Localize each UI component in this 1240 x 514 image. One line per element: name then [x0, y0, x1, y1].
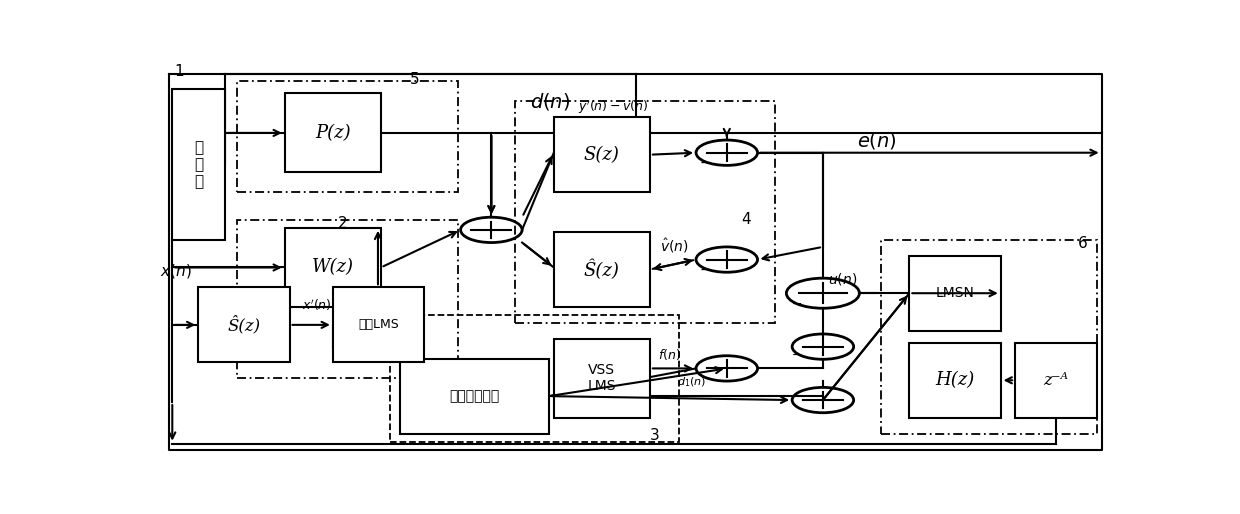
FancyBboxPatch shape	[554, 117, 650, 192]
Text: 5: 5	[409, 72, 419, 87]
Text: 4: 4	[742, 212, 751, 228]
Text: $u(n)$: $u(n)$	[828, 271, 857, 287]
Text: VSS
LMS: VSS LMS	[588, 363, 616, 393]
Text: $x(n)$: $x(n)$	[160, 263, 191, 281]
FancyBboxPatch shape	[909, 343, 1001, 418]
FancyBboxPatch shape	[1016, 343, 1096, 418]
Text: z⁻ᴬ: z⁻ᴬ	[1043, 372, 1069, 389]
Text: P(z): P(z)	[315, 124, 351, 142]
Text: $x'(n)$: $x'(n)$	[303, 298, 331, 313]
FancyBboxPatch shape	[198, 287, 290, 362]
Text: W(z): W(z)	[311, 259, 353, 277]
FancyBboxPatch shape	[285, 94, 381, 173]
FancyBboxPatch shape	[401, 359, 549, 434]
FancyBboxPatch shape	[172, 89, 226, 240]
FancyBboxPatch shape	[285, 228, 381, 307]
FancyBboxPatch shape	[554, 339, 650, 418]
Text: $\hat{v}(n)$: $\hat{v}(n)$	[660, 236, 688, 255]
Text: S(z): S(z)	[584, 145, 620, 163]
Text: $-$: $-$	[791, 297, 802, 309]
Text: $d(n)$: $d(n)$	[529, 91, 570, 112]
Text: 噪
声
源: 噪 声 源	[195, 140, 203, 190]
Text: 动量LMS: 动量LMS	[358, 318, 399, 332]
FancyBboxPatch shape	[554, 232, 650, 307]
Text: Ŝ(z): Ŝ(z)	[227, 316, 260, 334]
Text: H(z): H(z)	[935, 371, 975, 389]
Text: $-$: $-$	[698, 262, 711, 276]
Text: $d_1(n)$: $d_1(n)$	[677, 375, 706, 389]
Text: Ŝ(z): Ŝ(z)	[584, 259, 620, 280]
FancyBboxPatch shape	[909, 255, 1001, 331]
Text: 白噪声产生器: 白噪声产生器	[449, 389, 500, 403]
Text: $f(n)$: $f(n)$	[657, 347, 681, 362]
Text: 2: 2	[337, 216, 347, 231]
Text: $-$: $-$	[698, 155, 711, 169]
Text: 1: 1	[174, 64, 184, 79]
Text: $e(n)$: $e(n)$	[857, 131, 897, 151]
Text: LMSN: LMSN	[936, 286, 975, 300]
FancyBboxPatch shape	[332, 287, 424, 362]
Text: 3: 3	[650, 428, 660, 443]
Text: $y'(n)-v(n)$: $y'(n)-v(n)$	[578, 99, 649, 116]
Text: 6: 6	[1078, 236, 1087, 251]
Text: $-$: $-$	[791, 348, 802, 361]
